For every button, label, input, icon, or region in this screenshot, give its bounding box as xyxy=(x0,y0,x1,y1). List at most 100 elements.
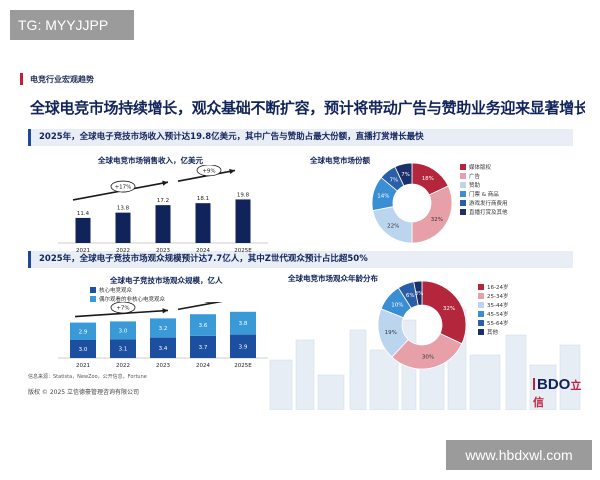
revenue-share-slice xyxy=(411,185,453,244)
section-tag: 电竞行业宏观趋势 xyxy=(30,75,94,84)
revenue-value-label: 11.4 xyxy=(77,211,90,217)
audience-casual-value: 3.0 xyxy=(119,328,128,334)
revenue-year-label: 2025E xyxy=(234,248,252,254)
revenue-value-label: 17.2 xyxy=(157,198,169,204)
revenue-share-slice-label: 22% xyxy=(387,224,399,230)
audience-legend-item: 核心电竞观众 xyxy=(90,285,165,294)
revenue-growth-2-arrowhead xyxy=(229,168,235,175)
audience-casual-segment xyxy=(110,321,136,340)
legend-swatch xyxy=(90,295,96,302)
legend-label: 35-44岁 xyxy=(487,302,509,309)
revenue-share-legend: 媒体版权 广告 赞助 门票 & 商品 游戏发行商费用 直播打赏及其他 xyxy=(460,162,508,216)
audience-growth-1-label: +7% xyxy=(116,306,129,312)
revenue-value-label: 13.8 xyxy=(117,206,130,212)
legend-label: 25-34岁 xyxy=(487,293,509,300)
revenue-share-legend-item: 门票 & 商品 xyxy=(460,189,508,198)
age-distribution-slice xyxy=(413,280,423,306)
legend-swatch xyxy=(460,181,466,188)
revenue-share-slice-label: 14% xyxy=(377,194,389,200)
revenue-year-label: 2024 xyxy=(196,248,210,254)
revenue-share-legend-item: 广告 xyxy=(460,171,508,180)
audience-core-segment xyxy=(190,335,216,358)
age-distribution-title: 全球电竞市场观众年龄分布 xyxy=(288,274,378,283)
legend-label: 直播打赏及其他 xyxy=(469,209,508,216)
subheading-revenue: 2025年，全球电子竞技市场收入预计达19.8亿美元，其中广告与赞助占最大份额，… xyxy=(28,129,573,146)
audience-casual-value: 2.9 xyxy=(79,329,88,335)
legend-swatch xyxy=(478,328,484,335)
legend-swatch xyxy=(460,172,466,179)
age-distribution-slice xyxy=(391,332,463,370)
revenue-year-label: 2021 xyxy=(76,248,90,254)
revenue-share-slice-label: 7% xyxy=(390,178,399,184)
legend-label: 16-24岁 xyxy=(487,284,509,291)
audience-casual-value: 3.2 xyxy=(159,326,168,332)
revenue-year-label: 2022 xyxy=(116,248,130,254)
audience-casual-value: 3.6 xyxy=(199,323,208,329)
revenue-growth-1-label: +17% xyxy=(115,185,132,191)
audience-growth-2-arrow xyxy=(177,302,223,311)
age-distribution-legend: 16-24岁 25-34岁 35-44岁 45-54岁 55-64岁 其他 xyxy=(478,282,508,336)
revenue-value-label: 18.1 xyxy=(197,196,209,202)
audience-core-segment xyxy=(230,334,256,358)
audience-growth-1-arrow xyxy=(74,309,169,318)
audience-year-label: 2022 xyxy=(116,363,130,369)
legend-swatch xyxy=(478,283,484,290)
audience-casual-value: 3.8 xyxy=(239,321,248,327)
audience-core-segment xyxy=(70,340,96,358)
legend-swatch xyxy=(478,319,484,326)
age-distribution-legend-item: 16-24岁 xyxy=(478,282,508,291)
section-tag-bar xyxy=(20,73,23,85)
revenue-bar-chart: 11.4 2021 13.8 2022 17.2 2023 18.1 2024 19.8 2025… xyxy=(58,165,268,254)
audience-casual-segment xyxy=(230,311,256,335)
legend-swatch xyxy=(478,301,484,308)
revenue-chart-title: 全球电竞市场销售收入，亿美元 xyxy=(98,156,203,165)
audience-year-label: 2024 xyxy=(196,363,210,369)
legend-label: 45-54岁 xyxy=(487,311,509,318)
revenue-growth-1-arrowhead xyxy=(162,180,168,186)
revenue-share-legend-item: 直播打赏及其他 xyxy=(460,207,508,216)
source-note: 信息来源：Statista，NewZoo，公开信息，Fortune xyxy=(28,374,147,380)
revenue-growth-2-label: +9% xyxy=(202,168,215,174)
age-distribution-legend-item: 25-34岁 xyxy=(478,291,508,300)
copyright: 版权 © 2025 立信德豪管理咨询有限公司 xyxy=(28,389,139,396)
legend-swatch xyxy=(478,310,484,317)
audience-growth-1-arrowhead xyxy=(162,308,168,314)
age-distribution-legend-item: 35-44岁 xyxy=(478,300,508,309)
slide: 电竞行业宏观趋势 全球电竞市场持续增长，观众基础不断扩容，预计将带动广告与赞助业… xyxy=(20,70,585,410)
page-title: 全球电竞市场持续增长，观众基础不断扩容，预计将带动广告与赞助业务迎来显著增长 xyxy=(30,99,585,117)
audience-core-value: 3.1 xyxy=(119,347,128,353)
audience-legend: 核心电竞观众 偶尔观看的非核心电竞观众 xyxy=(90,285,165,303)
audience-year-label: 2023 xyxy=(156,363,170,369)
revenue-share-donut: 18% 32% 22% 14% 7%7% xyxy=(371,162,453,244)
legend-label: 游戏发行商费用 xyxy=(469,200,508,207)
revenue-bar xyxy=(235,199,251,243)
revenue-share-legend-item: 游戏发行商费用 xyxy=(460,198,508,207)
age-distribution-slice xyxy=(421,280,467,345)
audience-casual-segment xyxy=(70,322,96,340)
age-distribution-slice-label: 6% xyxy=(406,293,415,299)
legend-label: 门票 & 商品 xyxy=(469,191,499,198)
audience-core-value: 3.9 xyxy=(239,344,248,350)
legend-label: 广告 xyxy=(469,173,481,180)
revenue-share-slice-label: 32% xyxy=(431,217,443,223)
age-distribution-slice-label: 10% xyxy=(391,303,403,309)
audience-chart-title: 全球电子竞技市场观众规模，亿人 xyxy=(110,276,223,285)
watermark-bottom: www.hbdxwl.com xyxy=(446,440,592,470)
age-distribution-legend-item: 45-54岁 xyxy=(478,309,508,318)
audience-growth-2-badge xyxy=(204,302,218,303)
legend-swatch xyxy=(460,208,466,215)
audience-core-segment xyxy=(150,337,176,358)
revenue-growth-2-badge xyxy=(196,165,222,177)
legend-label: 核心电竞观众 xyxy=(99,287,133,294)
revenue-share-slice xyxy=(394,162,413,187)
audience-year-label: 2021 xyxy=(76,363,90,369)
age-distribution-slice-label: 3% xyxy=(415,291,424,297)
watermark-top: TG: MYYJJPP xyxy=(10,10,134,40)
audience-casual-segment xyxy=(190,314,216,336)
audience-legend-item: 偶尔观看的非核心电竞观众 xyxy=(90,294,165,303)
revenue-share-title: 全球电竞市场份额 xyxy=(310,156,370,165)
age-distribution-slice-label: 30% xyxy=(422,354,434,360)
age-distribution-slice-label: 32% xyxy=(443,306,455,312)
legend-swatch xyxy=(460,199,466,206)
legend-swatch xyxy=(478,292,484,299)
